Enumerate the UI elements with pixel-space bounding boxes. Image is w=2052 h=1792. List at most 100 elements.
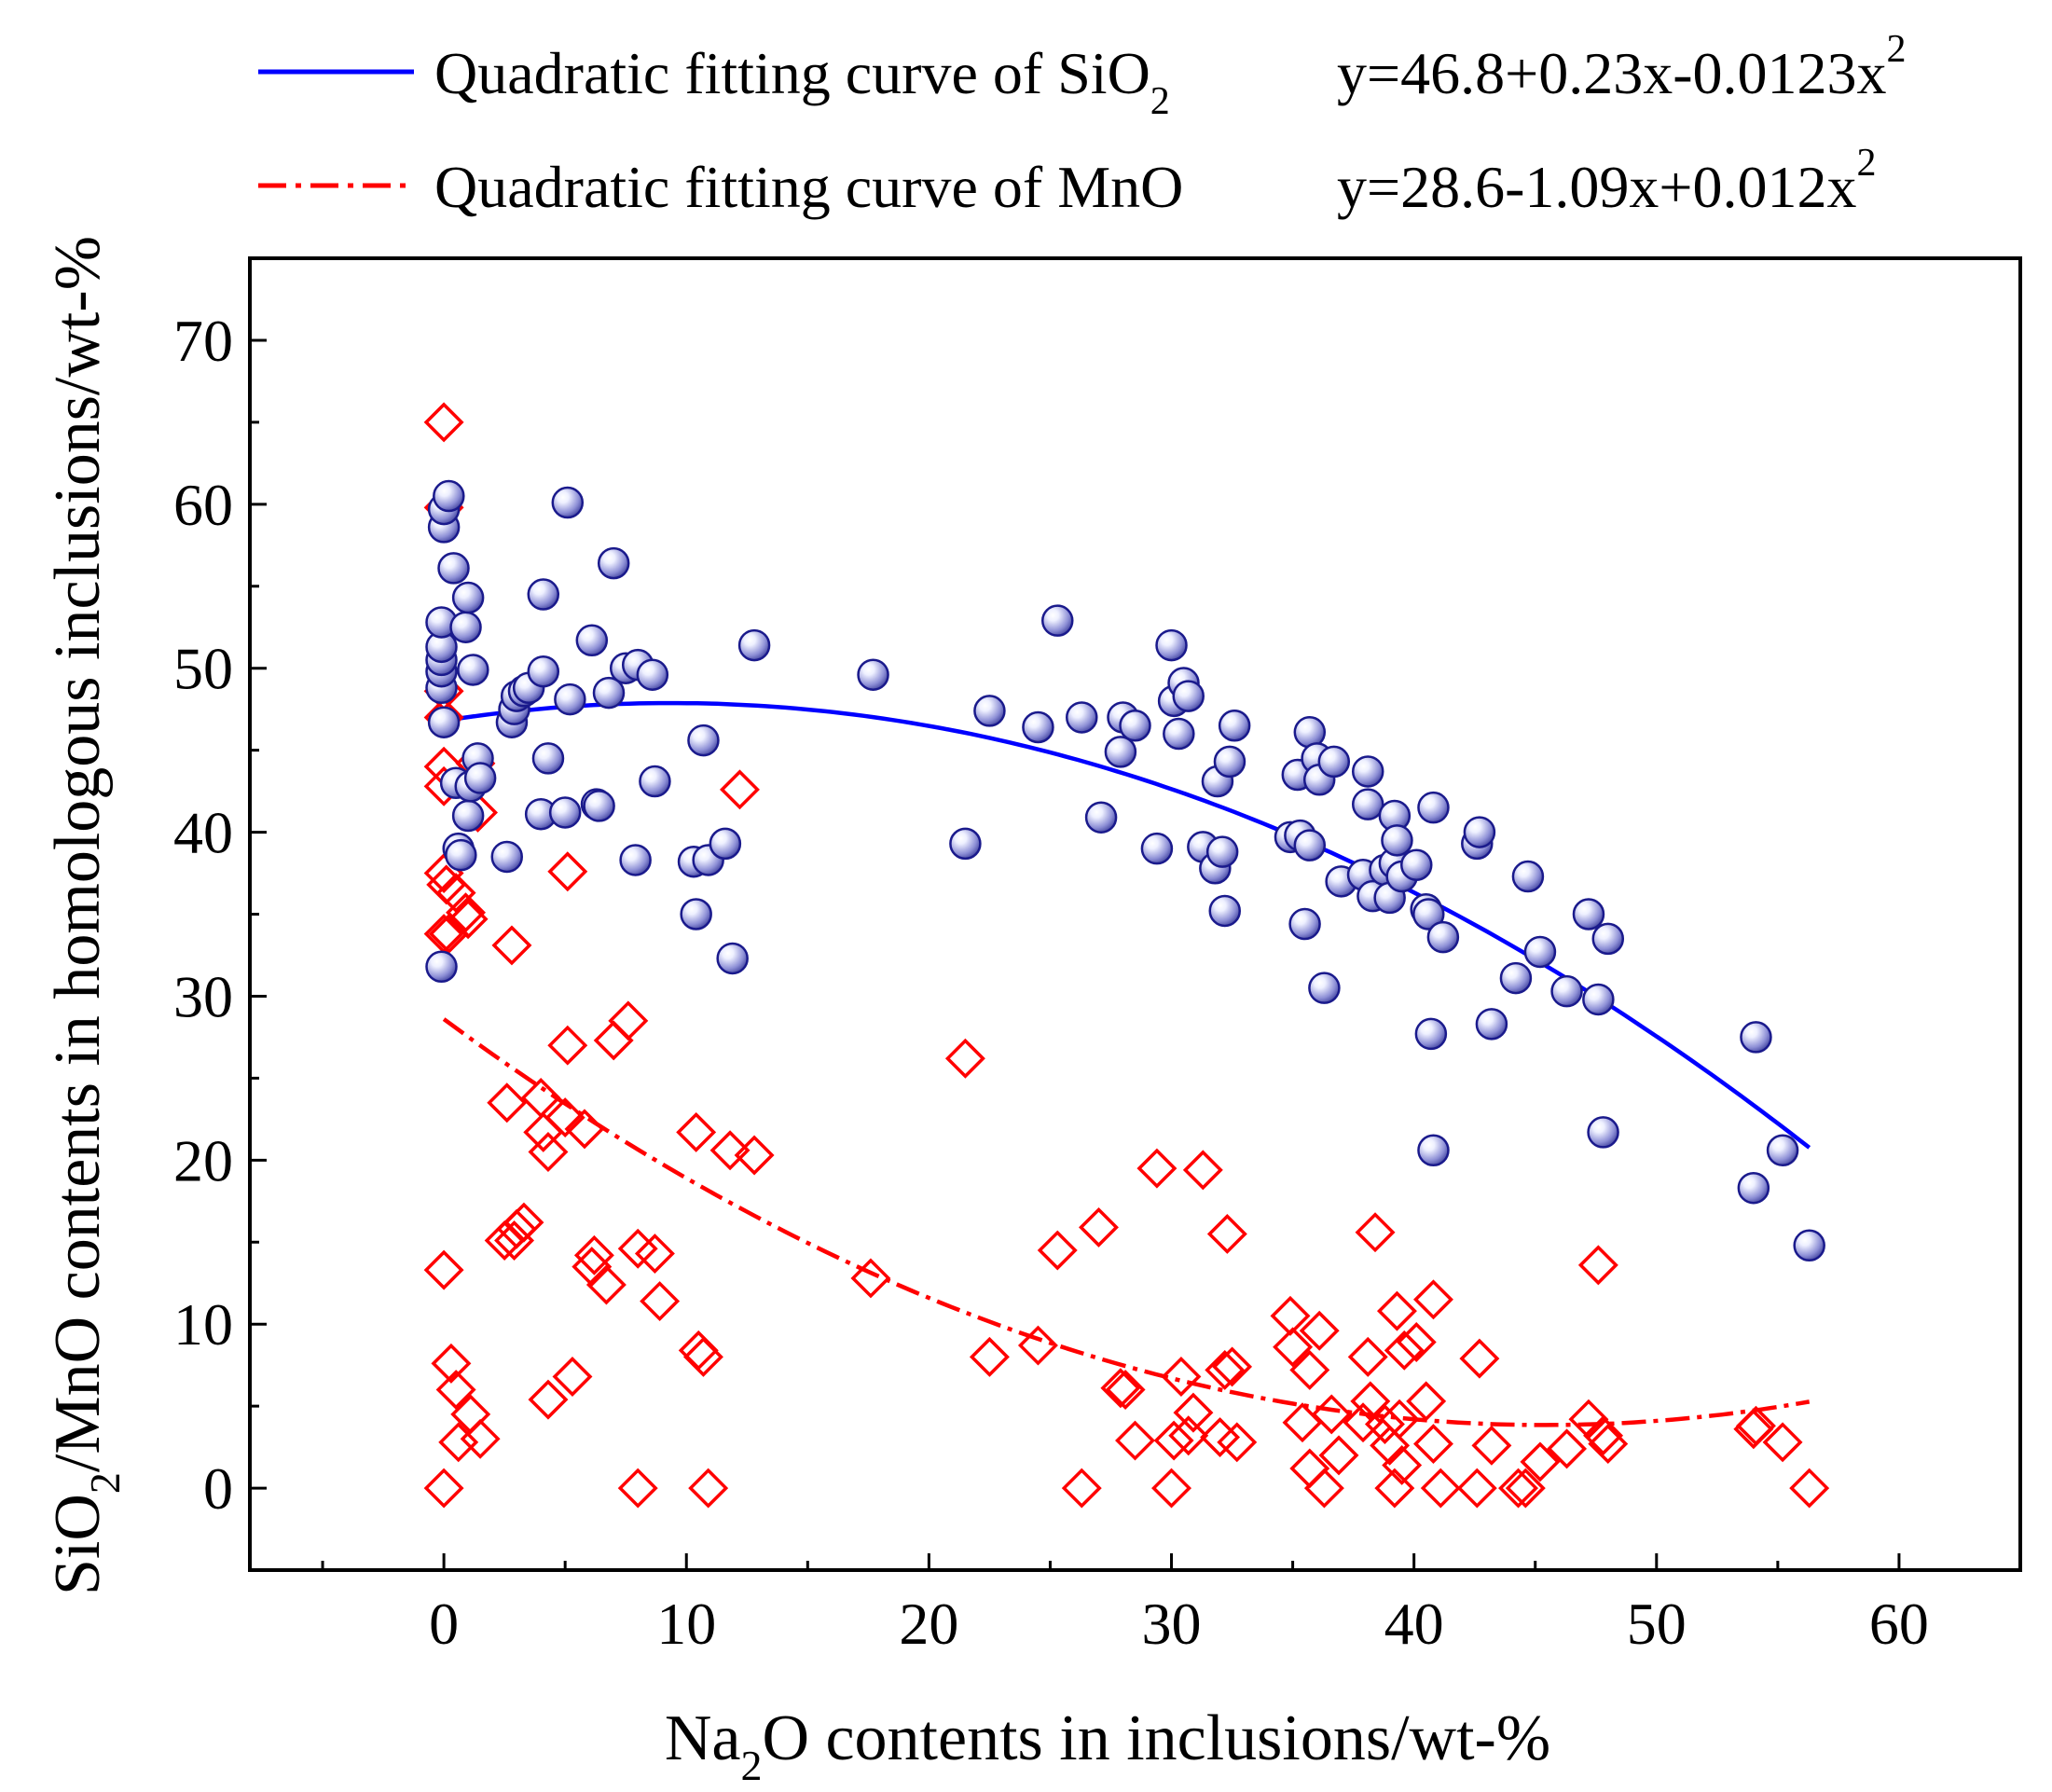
sio2-point: [1218, 709, 1251, 742]
sio2-point: [716, 942, 749, 975]
mno-point: [446, 892, 486, 933]
mno-point: [523, 1111, 564, 1152]
mno-point: [608, 1000, 649, 1041]
x-tick-label: 50: [1627, 1591, 1687, 1657]
mno-point: [969, 1336, 1010, 1377]
sio2-point: [1172, 680, 1205, 712]
sio2-point: [1022, 710, 1054, 744]
mno-point: [1347, 1336, 1388, 1377]
sio2-point: [1412, 898, 1445, 930]
sio2-point: [1104, 736, 1137, 768]
mno-point: [1173, 1392, 1214, 1433]
mno-point: [423, 1468, 464, 1509]
mno-point: [1168, 1415, 1209, 1456]
mno-point: [1318, 1435, 1359, 1476]
mno-point: [688, 1468, 729, 1509]
legend-item-mno: Quadratic fitting curve of MnO y=28.6-1.…: [258, 142, 1877, 220]
mno-point: [491, 925, 532, 966]
sio2-point: [1414, 1017, 1448, 1051]
sio2-point: [1293, 829, 1327, 862]
mno-point: [1412, 1279, 1453, 1320]
sio2-point: [1381, 824, 1413, 857]
mno-point: [640, 1281, 681, 1322]
sio2-point: [1288, 907, 1321, 941]
mno-point: [544, 1097, 585, 1138]
sio2-point: [437, 552, 470, 585]
sio2-point: [636, 658, 669, 691]
mno-point: [547, 1025, 588, 1066]
sio2-point: [583, 790, 615, 822]
mno-point: [528, 1132, 569, 1172]
sio2-point: [1463, 816, 1496, 848]
mno-point: [1505, 1468, 1546, 1509]
mno-point: [676, 1111, 717, 1152]
mno-point: [617, 1468, 658, 1509]
sio2-point: [531, 742, 565, 775]
mno-point: [1376, 1290, 1417, 1331]
sio2-point: [1041, 604, 1074, 637]
sio2-point: [1499, 961, 1533, 995]
sio2-point: [1766, 1134, 1799, 1167]
sio2-point: [1793, 1229, 1825, 1262]
x-tick-label: 60: [1869, 1591, 1929, 1657]
mno-point: [1079, 1206, 1119, 1248]
mno-point: [1583, 1415, 1624, 1456]
mno-point: [1299, 1310, 1340, 1351]
legend-item-sio2: Quadratic fitting curve of SiO2 y=46.8+0…: [258, 28, 1907, 123]
sio2-point: [427, 706, 461, 738]
sio2-point: [973, 695, 1006, 727]
mno-point: [448, 899, 489, 940]
mno-point: [552, 1356, 593, 1397]
y-tick-label: 30: [173, 963, 233, 1029]
sio2-point: [1737, 1171, 1770, 1205]
sio2-point: [548, 796, 582, 829]
sio2-point: [1572, 898, 1605, 930]
x-tick-label: 10: [656, 1591, 716, 1657]
mno-point: [431, 1343, 472, 1384]
sio2-point: [457, 654, 489, 686]
legend: Quadratic fitting curve of SiO2 y=46.8+0…: [258, 28, 1907, 220]
mno-point: [1379, 1399, 1420, 1440]
mno-point: [573, 1234, 614, 1275]
mno-point: [503, 1202, 544, 1243]
mno-point: [564, 1109, 605, 1150]
mno-point: [1017, 1325, 1058, 1366]
sio2-point: [1317, 745, 1351, 779]
mno-point: [423, 1249, 464, 1290]
sio2-point: [1550, 974, 1583, 1008]
mno-point: [1115, 1420, 1155, 1461]
y-tick-label: 10: [173, 1291, 233, 1358]
sio2-point: [1740, 1021, 1772, 1054]
mno-point: [1382, 1444, 1423, 1485]
x-tick-label: 20: [899, 1591, 958, 1657]
legend-label-mno: Quadratic fitting curve of MnO: [434, 154, 1183, 220]
x-tick-label: 30: [1142, 1591, 1202, 1657]
mno-point: [1412, 1424, 1453, 1465]
mno-point: [1311, 1394, 1352, 1435]
mno-point: [617, 1228, 658, 1269]
mno-point: [423, 402, 464, 443]
mno-point: [1456, 1468, 1497, 1509]
sio2-point: [527, 655, 560, 688]
mno-point: [1406, 1381, 1447, 1422]
sio2-point: [1475, 1008, 1508, 1041]
mno-point: [634, 1234, 675, 1275]
mno-point: [1384, 1330, 1425, 1371]
legend-equation-sio2: y=46.8+0.23x-0.0123x2: [1337, 28, 1907, 106]
mno-point: [1153, 1420, 1194, 1461]
sio2-point: [1582, 983, 1615, 1016]
sio2-point: [1084, 801, 1118, 834]
mno-point: [734, 1135, 775, 1176]
sio2-point: [1293, 716, 1327, 749]
sio2-point: [554, 682, 586, 716]
mno-point: [1100, 1368, 1141, 1409]
mno-point: [1273, 1327, 1314, 1368]
legend-equation-mno: y=28.6-1.09x+0.012x2: [1337, 142, 1877, 220]
sio2-point: [1208, 894, 1242, 928]
y-tick-label: 40: [173, 800, 233, 866]
mno-point: [547, 851, 588, 892]
mno-point: [678, 1330, 719, 1371]
sio2-point: [1417, 1134, 1450, 1167]
sio2-point: [949, 827, 982, 861]
